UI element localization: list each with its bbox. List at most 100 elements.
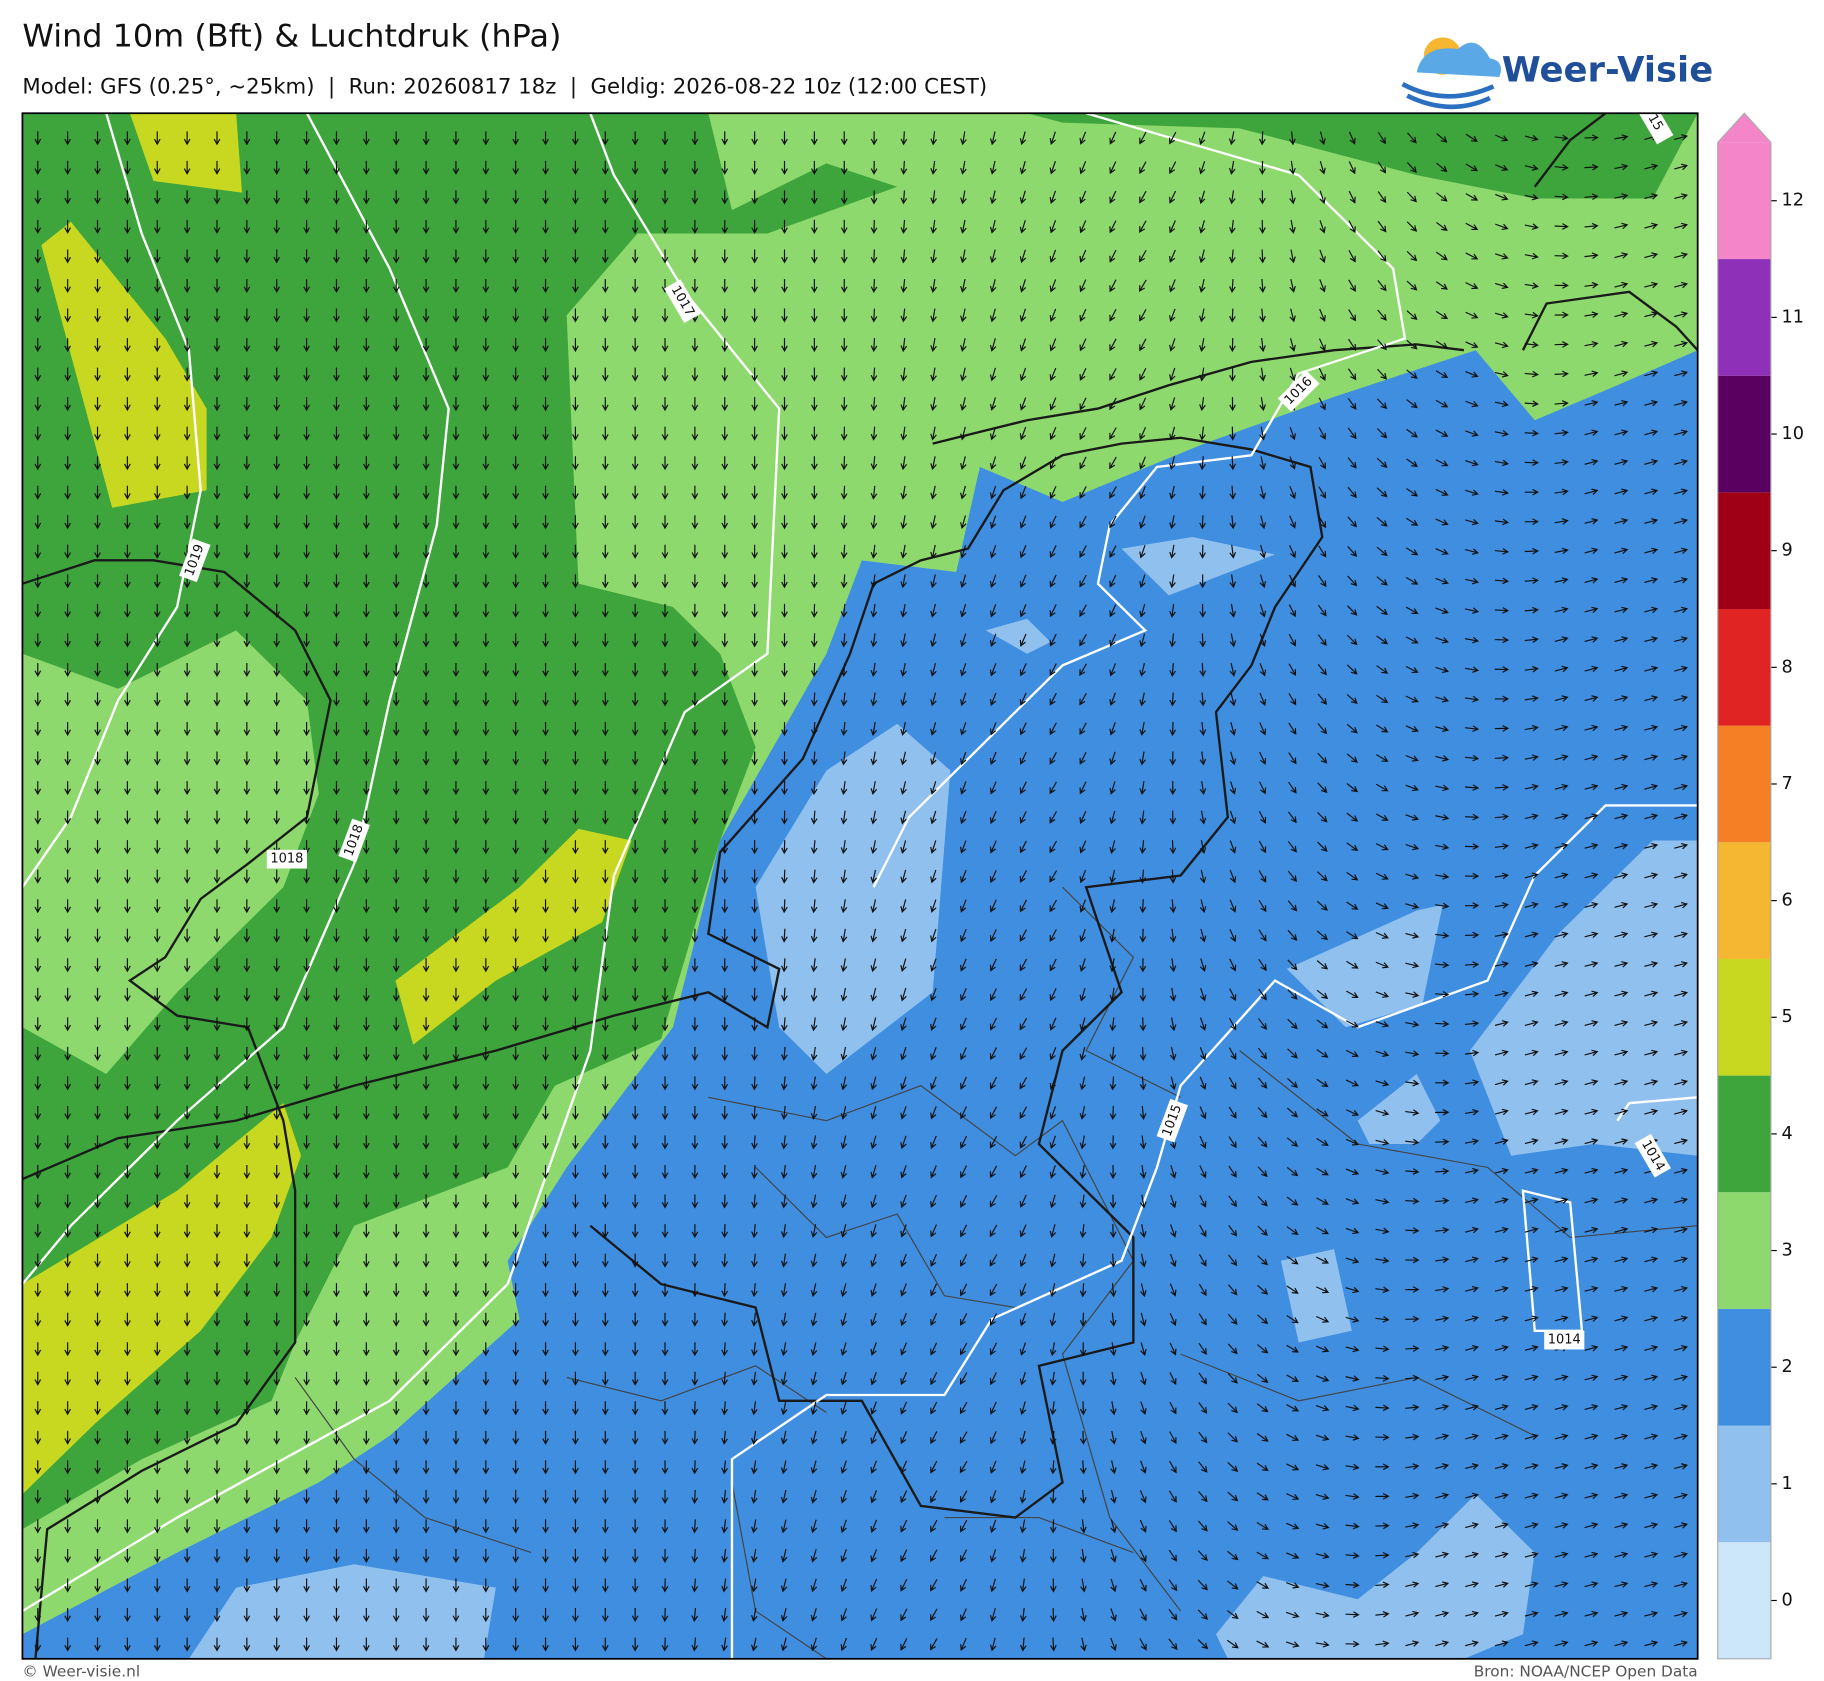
wind-arrow: [1524, 754, 1539, 761]
wind-arrow: [960, 515, 967, 530]
wind-arrow: [1435, 932, 1450, 939]
wind-arrow: [392, 1460, 400, 1475]
wind-arrow: [1228, 1165, 1237, 1178]
wind-arrow: [661, 928, 669, 943]
wind-arrow: [333, 278, 340, 294]
wind-arrow: [721, 1489, 728, 1504]
wind-arrow: [422, 367, 430, 382]
isobar: [22, 113, 781, 1612]
wind-arrow: [781, 131, 788, 146]
wind-arrow: [213, 1312, 221, 1327]
wind-arrow: [333, 219, 340, 234]
wind-arrow: [661, 1017, 669, 1032]
wind-arrow: [1079, 1165, 1087, 1180]
wind-arrow: [1259, 249, 1266, 264]
wind-arrow: [34, 485, 42, 500]
wind-arrow: [1644, 1049, 1659, 1057]
wind-arrow: [1049, 663, 1057, 677]
wind-arrow: [1198, 1431, 1208, 1444]
wind-arrow: [691, 1608, 699, 1623]
wind-arrow: [1139, 603, 1146, 618]
wind-arrow: [661, 810, 669, 825]
wind-arrow: [392, 338, 400, 353]
wind-arrow: [721, 1460, 728, 1475]
wind-arrow: [1019, 663, 1027, 677]
wind-arrow: [482, 574, 490, 589]
wind-arrow: [1079, 1076, 1087, 1091]
wind-arrow: [780, 1460, 788, 1475]
wind-arrow: [1287, 900, 1298, 912]
wind-arrow: [691, 1312, 699, 1327]
wind-arrow: [781, 515, 788, 530]
wind-arrow: [1289, 456, 1296, 470]
wind-arrow: [1614, 577, 1629, 584]
wind-arrow: [601, 958, 609, 973]
wind-arrow: [1169, 426, 1176, 441]
wind-arrow: [333, 544, 340, 559]
wind-arrow: [572, 1076, 579, 1091]
wind-arrow: [1079, 928, 1086, 943]
wind-arrow: [1375, 1581, 1390, 1589]
wind-arrow: [422, 751, 430, 766]
wind-arrow: [601, 1165, 609, 1180]
wind-arrow: [392, 662, 400, 678]
wind-arrow: [1644, 547, 1659, 555]
wind-arrow: [482, 1489, 490, 1504]
wind-arrow: [721, 1401, 728, 1416]
wind-arrow: [1614, 1197, 1629, 1204]
wind-arrow: [1644, 961, 1659, 968]
wind-arrow: [930, 1283, 938, 1297]
isobar-label-bg: [1156, 1098, 1189, 1143]
wind-arrow: [1614, 842, 1629, 850]
wind-arrow: [781, 278, 788, 294]
wind-arrow: [1554, 1020, 1569, 1027]
wind-arrow: [64, 1548, 71, 1564]
wind-arrow: [631, 190, 639, 205]
wind-arrow: [1524, 1226, 1539, 1234]
wind-arrow: [422, 219, 430, 234]
wind-arrow: [213, 603, 221, 618]
wind-arrow: [273, 899, 281, 914]
wind-arrow: [661, 1519, 669, 1534]
wind-arrow: [392, 485, 400, 500]
wind-arrow: [213, 662, 221, 678]
wind-arrow: [1318, 427, 1326, 440]
wind-arrow: [751, 1519, 758, 1534]
wind-arrow: [1169, 603, 1176, 618]
wind-arrow: [333, 633, 340, 648]
wind-arrow: [810, 781, 818, 796]
wind-arrow: [333, 1017, 340, 1032]
wind-arrow: [1080, 1608, 1087, 1622]
wind-arrow: [661, 987, 669, 1002]
wind-arrow: [1494, 430, 1509, 437]
wind-arrow: [213, 1401, 221, 1416]
wind-arrow: [362, 308, 370, 323]
wind-arrow: [1227, 1284, 1238, 1296]
wind-arrow: [422, 1105, 430, 1121]
wind-arrow: [781, 485, 788, 500]
wind-arrow: [900, 1401, 908, 1415]
wind-arrow: [1494, 341, 1509, 349]
wind-arrow: [572, 219, 579, 234]
wind-arrow: [243, 928, 251, 943]
wind-arrow: [64, 219, 71, 234]
logo-waves: [1401, 81, 1495, 110]
wind-arrow: [1079, 899, 1086, 913]
wind-arrow: [1139, 840, 1147, 855]
wind-arrow: [900, 515, 908, 530]
wind-arrow: [1049, 1076, 1057, 1090]
wind-arrow: [1584, 281, 1599, 289]
wind-arrow: [751, 1105, 758, 1121]
wind-arrow: [1019, 988, 1028, 1001]
wind-arrow: [482, 1283, 490, 1298]
wind-arrow: [751, 338, 758, 353]
wind-arrow: [721, 219, 729, 234]
wind-arrow: [512, 1312, 520, 1327]
wind-arrow: [1287, 959, 1298, 971]
wind-arrow: [781, 456, 788, 471]
wind-arrow: [94, 1519, 101, 1534]
wind-arrow: [34, 338, 42, 353]
wind-arrow: [1019, 397, 1027, 411]
wind-arrow: [333, 1430, 340, 1445]
wind-arrow: [721, 1608, 728, 1623]
